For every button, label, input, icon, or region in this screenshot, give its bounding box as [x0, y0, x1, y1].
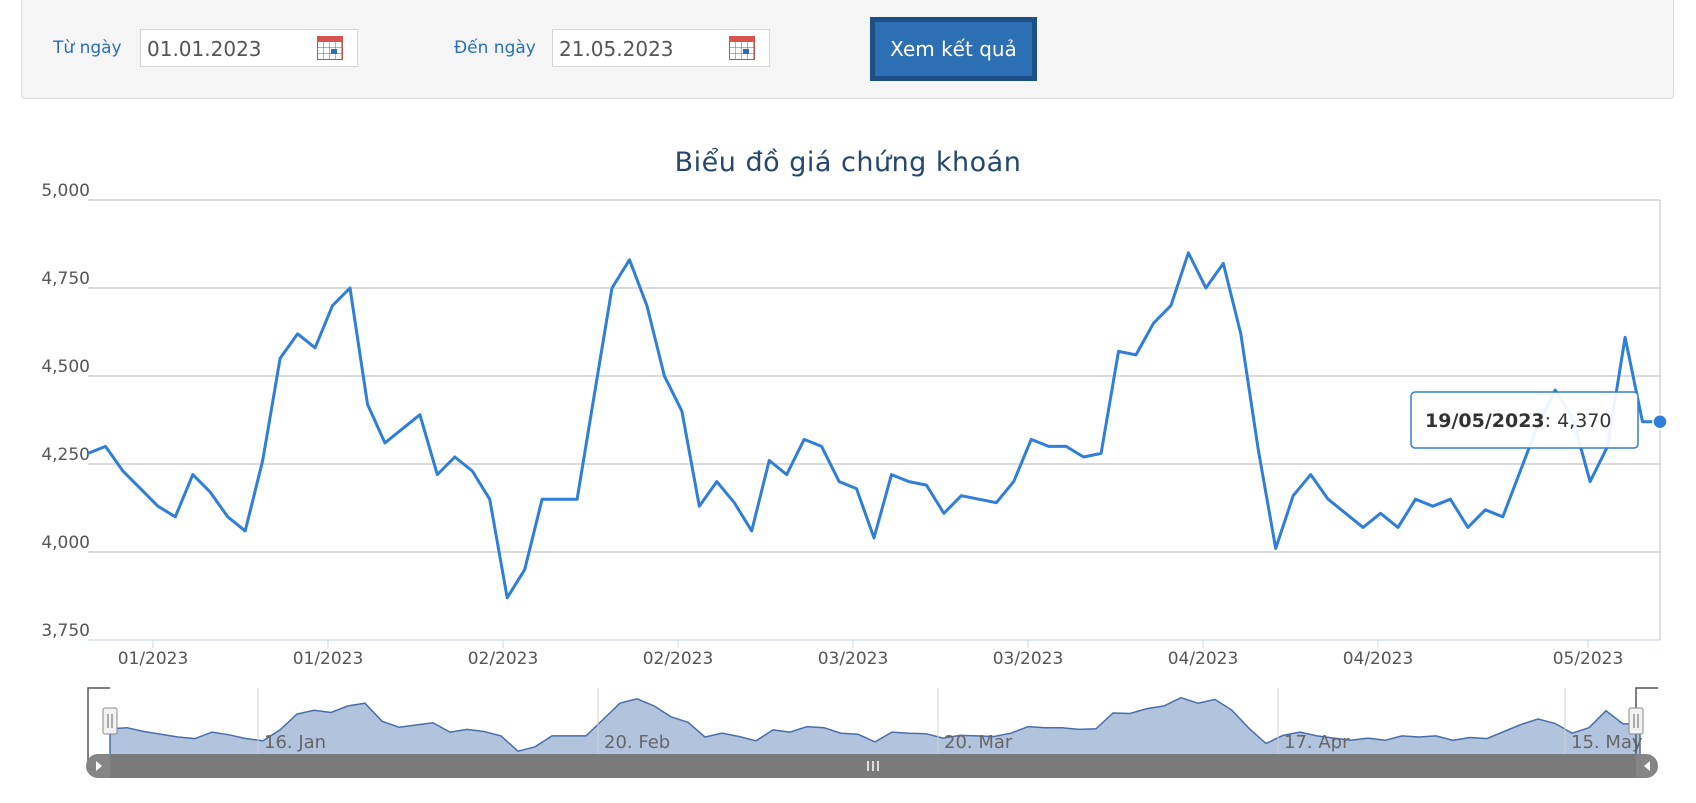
navigator-series-area [109, 696, 1641, 756]
tooltip-date: 19/05/2023 [1425, 410, 1545, 432]
navigator-label: 16. Jan [264, 732, 326, 753]
y-tick-label: 4,500 [41, 357, 90, 377]
price-series-line [87, 251, 1660, 600]
from-date-input[interactable]: 01.01.2023 [140, 29, 358, 67]
hover-point-marker [1652, 414, 1668, 430]
y-tick-label: 4,250 [41, 445, 90, 465]
chart-title: Biểu đồ giá chứng khoán [674, 147, 1022, 178]
navigator-label: 17. Apr [1284, 732, 1350, 753]
x-tick-label: 01/2023 [293, 649, 364, 669]
to-date-label: Đến ngày [454, 38, 536, 58]
filter-panel: Từ ngày 01.01.2023 Đến ngày 21.05.2023 X… [21, 0, 1674, 99]
x-tick-label: 01/2023 [118, 649, 189, 669]
x-tick-label: 03/2023 [993, 649, 1064, 669]
to-date-input[interactable]: 21.05.2023 [552, 29, 770, 67]
view-results-button[interactable]: Xem kết quả [870, 17, 1037, 81]
x-tick-label: 04/2023 [1168, 649, 1239, 669]
navigator-left-handle[interactable] [102, 707, 118, 735]
scroll-left-arrow-icon[interactable] [96, 761, 102, 771]
to-date-value: 21.05.2023 [559, 37, 674, 61]
calendar-icon[interactable] [729, 36, 755, 60]
tooltip-box [1410, 391, 1639, 449]
x-tick-label: 02/2023 [468, 649, 539, 669]
navigator-label: 20. Mar [944, 732, 1013, 753]
navigator-label: 20. Feb [604, 732, 670, 753]
tooltip-value: : 4,370 [1545, 410, 1612, 432]
from-date-label: Từ ngày [53, 38, 122, 58]
y-tick-label: 5,000 [41, 181, 90, 201]
scroll-right-arrow-icon[interactable] [1644, 761, 1650, 771]
x-tick-label: 02/2023 [643, 649, 714, 669]
navigator-left-outline [87, 687, 110, 763]
from-date-value: 01.01.2023 [147, 37, 262, 61]
view-results-label: Xem kết quả [875, 22, 1032, 76]
navigator-label: 15. May [1571, 732, 1643, 753]
tooltip-text: 19/05/2023: 4,370 [1425, 410, 1611, 432]
x-tick-label: 05/2023 [1553, 649, 1624, 669]
y-tick-label: 3,750 [41, 621, 90, 641]
calendar-icon[interactable] [317, 36, 343, 60]
x-tick-label: 03/2023 [818, 649, 889, 669]
y-tick-label: 4,000 [41, 533, 90, 553]
x-tick-label: 04/2023 [1343, 649, 1414, 669]
y-tick-label: 4,750 [41, 269, 90, 289]
navigator-right-handle[interactable] [1628, 707, 1644, 735]
